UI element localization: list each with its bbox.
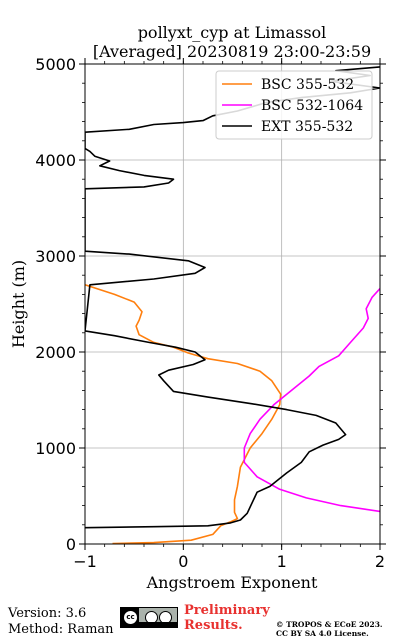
x-tick-label: 0: [178, 552, 188, 571]
method-text: Method: Raman: [8, 622, 114, 637]
preliminary-line-2: Results.: [184, 618, 243, 633]
y-tick-label: 1000: [35, 439, 76, 458]
cc-logo-icon: cc: [123, 610, 138, 625]
legend-label: BSC 532-1064: [261, 98, 363, 114]
y-tick-label: 3000: [35, 247, 76, 266]
preliminary-notice: Preliminary Results.: [184, 603, 270, 633]
y-axis-label: Height (m): [9, 260, 28, 348]
y-tick-label: 0: [66, 535, 76, 554]
y-tick-label: 2000: [35, 343, 76, 362]
cc-by-sa-icon: cc: [120, 607, 178, 628]
chart-subtitle: [Averaged] 20230819 23:00-23:59: [93, 42, 371, 61]
footer-info: Version: 3.6 Method: Raman: [8, 606, 114, 638]
series-line-bsc-532-1064: [243, 288, 380, 513]
y-tick-label: 4000: [35, 151, 76, 170]
legend-label: BSC 355-532: [261, 77, 354, 93]
series-layer: [85, 66, 380, 544]
chart-title: pollyxt_cyp at Limassol: [138, 23, 327, 42]
version-text: Version: 3.6: [8, 606, 87, 621]
legend: BSC 355-532 BSC 532-1064 EXT 355-532: [215, 70, 373, 140]
legend-label: EXT 355-532: [261, 119, 353, 135]
preliminary-line-1: Preliminary: [184, 603, 270, 618]
angstroem-profile-chart: pollyxt_cyp at Limassol [Averaged] 20230…: [9, 23, 386, 592]
copyright-notice: © TROPOS & ECoE 2023. CC BY SA 4.0 Licen…: [276, 620, 383, 638]
series-line-ext-355-532: [85, 66, 380, 529]
x-axis-label: Angstroem Exponent: [146, 573, 318, 592]
x-tick-label: 1: [277, 552, 287, 571]
plot-frame: [84, 63, 381, 545]
copyright-line-2: CC BY SA 4.0 License.: [276, 629, 369, 638]
cc-badge-strip: [139, 622, 177, 627]
x-tick-label: 2: [375, 552, 385, 571]
legend-box: [215, 70, 373, 140]
copyright-line-1: © TROPOS & ECoE 2023.: [276, 620, 383, 629]
x-tick-label: −1: [73, 552, 97, 571]
y-tick-label: 5000: [35, 55, 76, 74]
